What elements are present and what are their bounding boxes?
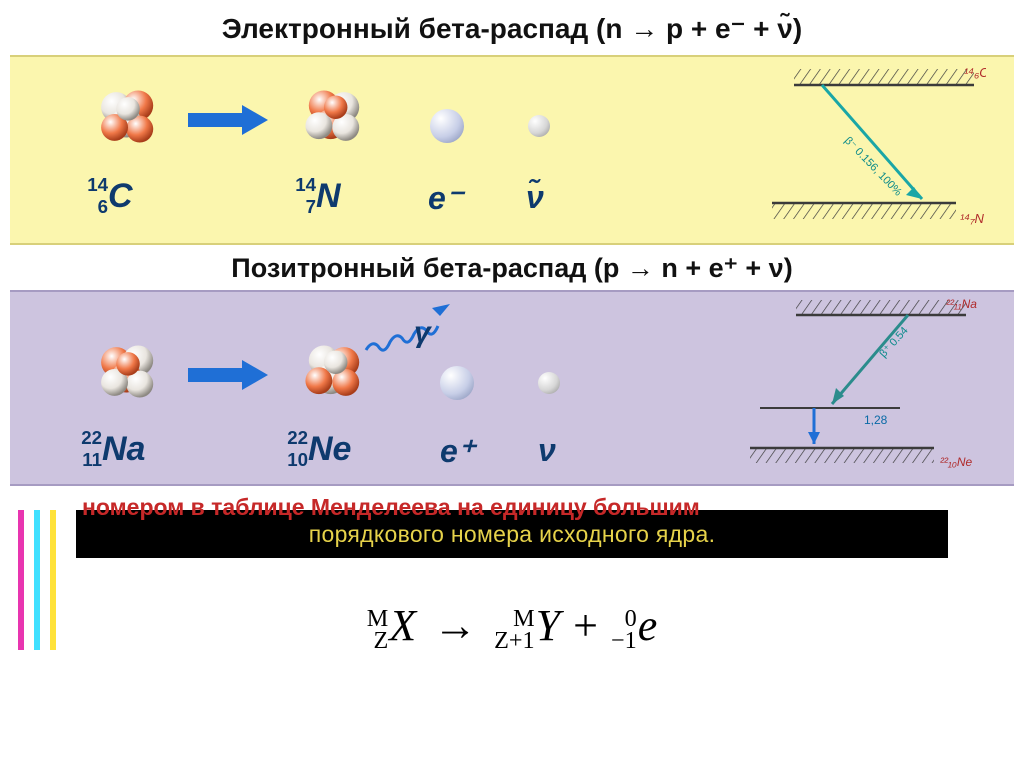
eq-y-pre: M Z+1	[494, 608, 535, 652]
isotope-na22: 22 11 Na	[102, 430, 145, 469]
positron-label: e⁺	[440, 432, 475, 470]
isotope-ne22: 22 10 Ne	[308, 430, 351, 469]
panel-positron: 22 11 Na 22 10 Ne	[10, 290, 1014, 486]
isotope-c14-z: 6	[98, 199, 108, 216]
stripe-magenta	[18, 510, 24, 650]
eq-x-bot: Z	[367, 630, 389, 652]
eq-y-bot: Z+1	[494, 630, 535, 652]
gamma-arrow	[360, 294, 450, 354]
eq-e-pre: 0 −1	[611, 608, 637, 652]
isotope-na22-sym: Na	[102, 430, 145, 468]
stripe-yellow	[50, 510, 56, 650]
isotope-c14-a: 14	[87, 177, 108, 194]
isotope-na22-z: 11	[82, 452, 102, 469]
nucleus-parent-na	[86, 332, 170, 416]
antineutrino-label: ν̃	[526, 179, 544, 216]
svg-text:²²₁₀Ne: ²²₁₀Ne	[940, 455, 973, 469]
nucleus-daughter-n	[292, 77, 376, 161]
isotope-n14-a: 14	[295, 177, 316, 194]
eq-y: Y	[536, 601, 560, 650]
isotope-ne22-z: 10	[287, 452, 308, 469]
isotope-n14: 14 7 N	[316, 177, 341, 216]
positron-sphere	[440, 366, 474, 400]
isotope-n14-sym: N	[316, 177, 341, 215]
electron-label: e⁻	[428, 179, 463, 217]
svg-text:¹⁴₇N: ¹⁴₇N	[960, 211, 985, 226]
eq-x: X	[389, 601, 416, 650]
isotope-c14-sym: C	[108, 177, 133, 215]
isotope-na22-a: 22	[81, 430, 102, 447]
panel-electron: 14 6 C 14 7 N e⁻ ν	[10, 55, 1014, 245]
eq-e-bot: −1	[611, 630, 637, 652]
isotope-ne22-sym: Ne	[308, 430, 351, 468]
electron-sphere	[430, 109, 464, 143]
isotope-n14-z: 7	[306, 199, 316, 216]
stripe-cyan	[34, 510, 40, 650]
svg-text:¹⁴₆C: ¹⁴₆C	[964, 65, 986, 80]
title-positron: Позитронный бета-распад (p → n + e⁺ + ν)	[0, 253, 1024, 284]
nucleus-parent-c	[86, 77, 170, 161]
svg-text:1,28: 1,28	[864, 413, 888, 427]
decay-equation: M Z X → M Z+1 Y + 0 −1 e	[0, 600, 1024, 652]
title-electron: Электронный бета-распад (n → p + e⁻ + ν̃…	[0, 0, 1024, 45]
side-stripes	[18, 510, 70, 650]
decay-scheme-positron: ²²₁₁Na β⁺ 0.54 1,28 ²²₁₀Ne	[736, 296, 986, 480]
isotope-ne22-a: 22	[287, 430, 308, 447]
eq-arrow: →	[433, 601, 477, 650]
antineutrino-sphere	[528, 115, 550, 137]
eq-plus: +	[573, 601, 598, 650]
blue-arrow-1	[188, 105, 268, 135]
isotope-c14: 14 6 C	[108, 177, 133, 216]
neutrino-label: ν	[538, 432, 556, 469]
svg-text:²²₁₁Na: ²²₁₁Na	[946, 297, 977, 311]
eq-x-pre: M Z	[367, 608, 389, 652]
blue-arrow-2	[188, 360, 268, 390]
decay-scheme-electron: ¹⁴₆C β⁻ 0.156, 100% ¹⁴₇N	[746, 63, 986, 237]
gamma-label: γ	[414, 316, 431, 350]
eq-e: e	[638, 601, 658, 650]
red-overflow-text: номером в таблице Менделеева на единицу …	[82, 494, 700, 521]
neutrino-sphere	[538, 372, 560, 394]
black-caption-line: порядкового номера исходного ядра.	[309, 521, 716, 547]
